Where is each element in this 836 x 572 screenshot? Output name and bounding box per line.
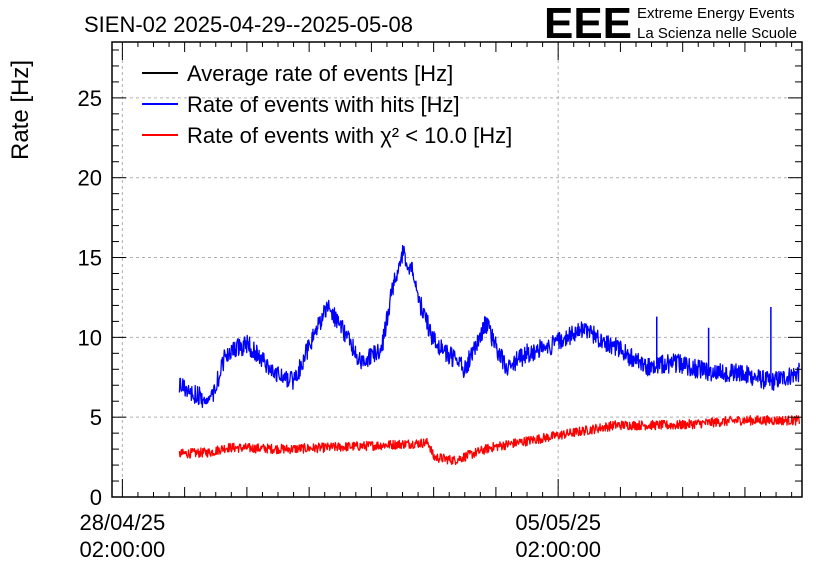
y-tick-label: 25	[78, 86, 102, 111]
axis-ticks: 051015202528/04/2502:00:0005/05/2502:00:…	[78, 42, 802, 562]
y-tick-label: 20	[78, 166, 102, 191]
legend-label-chi2: Rate of events with χ² < 10.0 [Hz]	[187, 123, 512, 148]
plot-frame	[111, 41, 803, 498]
y-axis-label: Rate [Hz]	[7, 60, 34, 160]
y-tick-label: 0	[90, 485, 102, 510]
y-tick-label: 15	[78, 246, 102, 271]
series-chi2-trace	[178, 415, 801, 466]
logo-line-2: La Scienza nelle Scuole	[637, 25, 797, 42]
chart-title: SIEN-02 2025-04-29--2025-05-08	[84, 12, 413, 37]
series-layer	[178, 244, 801, 466]
x-tick-label-time: 02:00:00	[80, 537, 166, 562]
plot-border	[111, 41, 803, 498]
legend-label-hits: Rate of events with hits [Hz]	[187, 92, 460, 117]
logo-line-1: Extreme Energy Events	[637, 5, 795, 22]
logo-mark: EEE	[544, 0, 632, 48]
x-tick-label-time: 02:00:00	[515, 537, 601, 562]
x-tick-label-date: 05/05/25	[515, 510, 601, 535]
eee-logo: EEE Extreme Energy Events La Scienza nel…	[544, 0, 797, 48]
legend: Average rate of events [Hz] Rate of event…	[142, 61, 512, 148]
y-tick-label: 10	[78, 325, 102, 350]
x-tick-label-date: 28/04/25	[80, 510, 166, 535]
series-hits-trace	[178, 244, 801, 408]
legend-label-average: Average rate of events [Hz]	[187, 61, 453, 86]
y-tick-label: 5	[90, 405, 102, 430]
grid-lines	[112, 42, 802, 497]
